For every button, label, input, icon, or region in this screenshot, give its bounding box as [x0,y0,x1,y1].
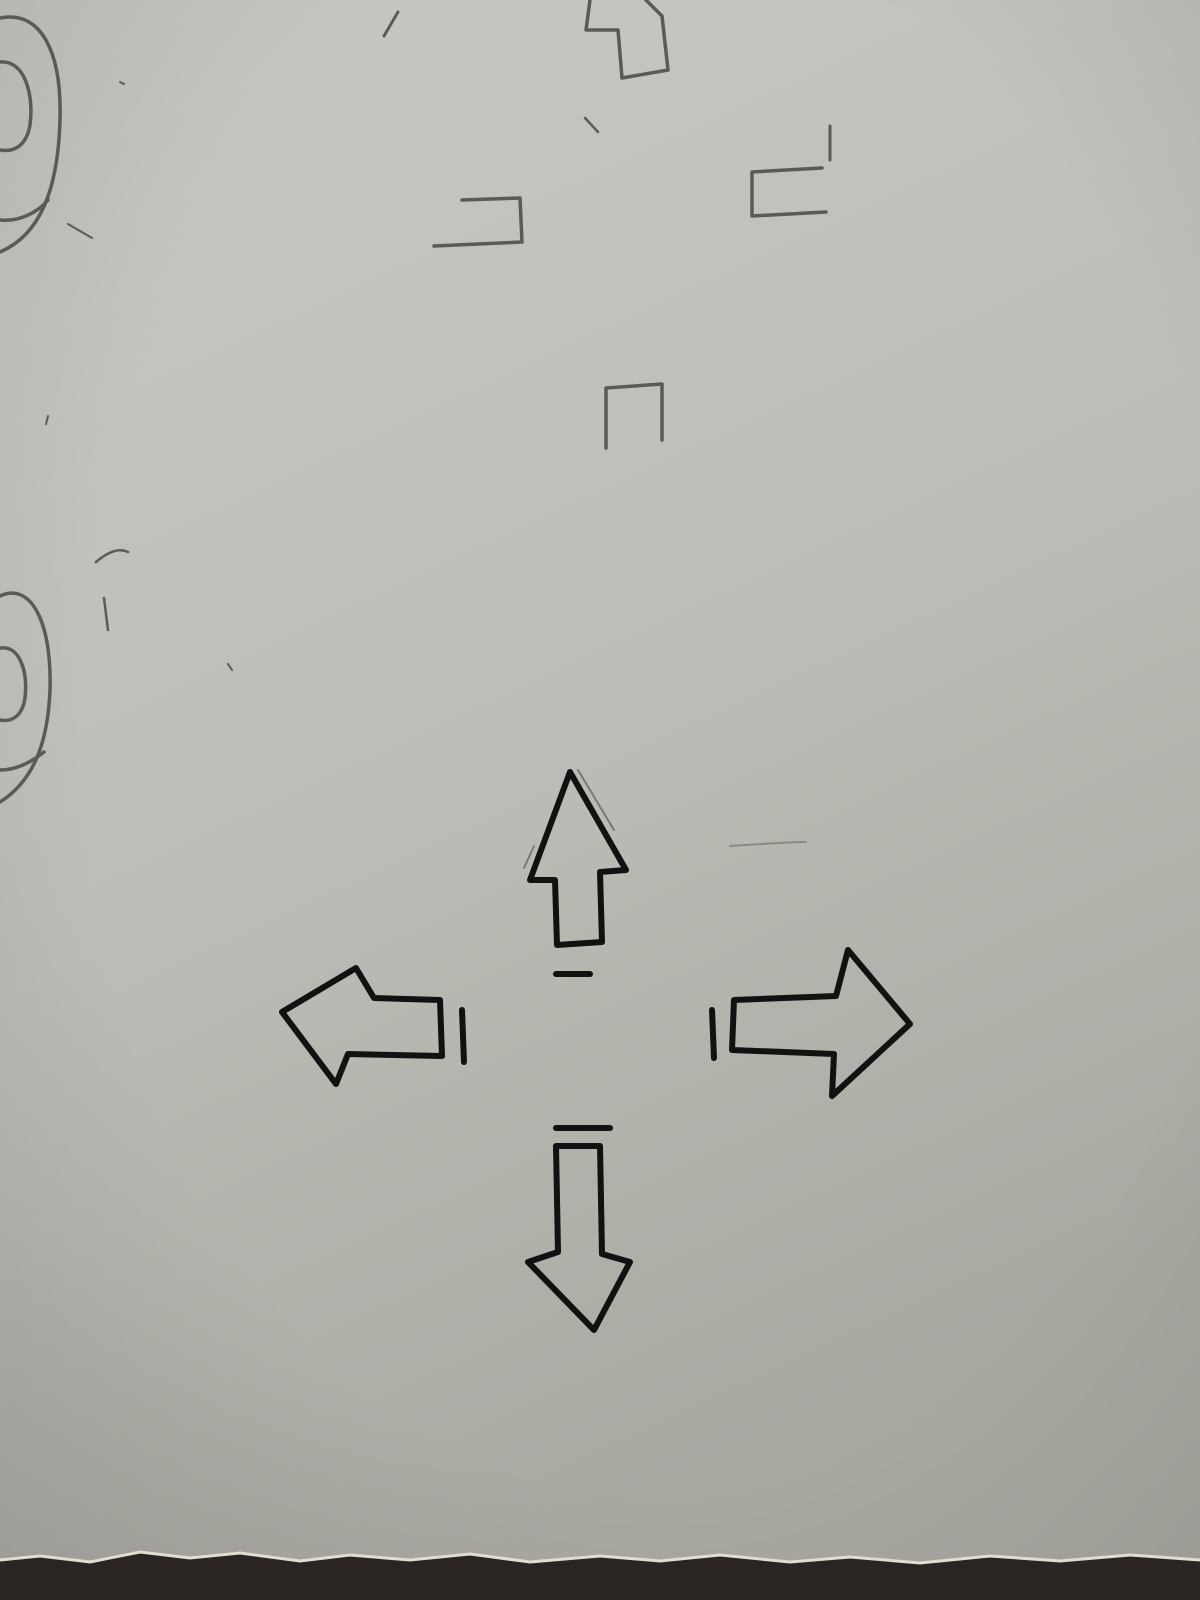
table-surface [0,1552,1200,1600]
circle-button-sketch-middle [0,548,130,804]
paper-torn-edge [0,1550,1200,1565]
down-arrow-icon [525,1125,633,1333]
right-bracket-sketch [432,196,524,248]
up-arrow-icon [523,769,629,977]
small-up-arrow-sketch [584,0,670,80]
right-key-bar [709,1007,717,1061]
left-key-bar [459,1007,467,1065]
circle-button-sketch-top [0,15,62,254]
top-bracket-sketch [604,382,664,450]
pencil-sketches [0,0,832,847]
left-arrow-icon [279,965,467,1087]
right-arrow-icon [709,947,913,1099]
left-bracket-sketch [750,166,828,218]
ink-dpad [279,769,913,1333]
